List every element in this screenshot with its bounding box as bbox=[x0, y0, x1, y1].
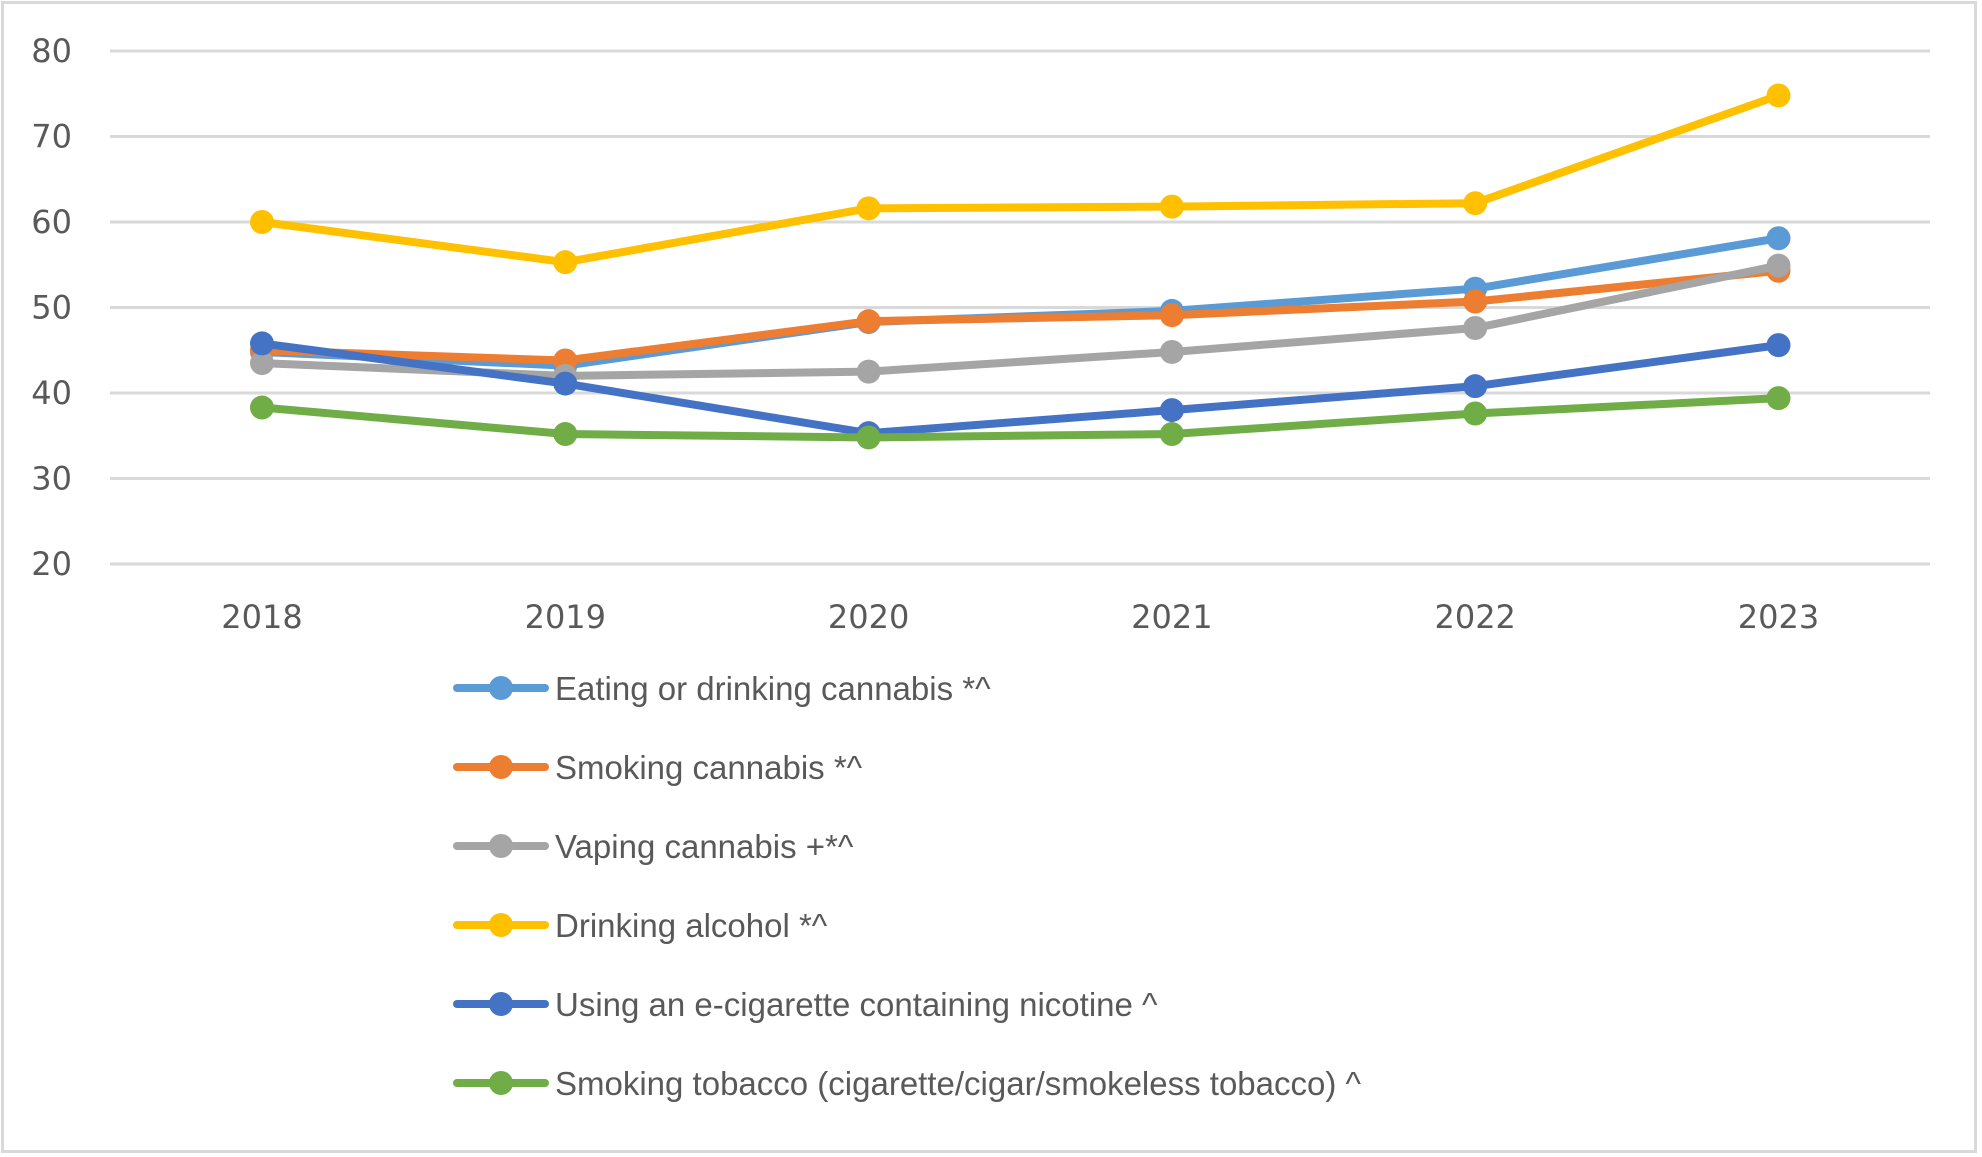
legend-item: Vaping cannabis +*^ bbox=[453, 828, 854, 865]
legend-item: Eating or drinking cannabis *^ bbox=[453, 670, 991, 707]
data-point bbox=[250, 395, 274, 420]
data-point bbox=[1159, 398, 1184, 423]
data-point bbox=[1463, 374, 1488, 399]
data-point bbox=[1766, 83, 1791, 108]
y-tick-label: 80 bbox=[31, 32, 72, 70]
legend-label: Drinking alcohol *^ bbox=[555, 907, 828, 944]
y-tick-label: 60 bbox=[31, 203, 72, 241]
data-point bbox=[1463, 401, 1488, 426]
x-tick-label: 2023 bbox=[1738, 598, 1819, 636]
legend-swatch-marker bbox=[489, 992, 513, 1016]
y-tick-label: 70 bbox=[31, 118, 72, 156]
data-point bbox=[1159, 303, 1184, 328]
data-point bbox=[1766, 226, 1791, 251]
data-point bbox=[1159, 194, 1184, 219]
data-point bbox=[250, 331, 274, 356]
legend-swatch-marker bbox=[489, 1071, 513, 1095]
data-point bbox=[1463, 316, 1488, 341]
data-point bbox=[1766, 333, 1791, 358]
series-line bbox=[258, 234, 1783, 370]
y-tick-label: 40 bbox=[31, 374, 72, 412]
y-axis-tick-labels: 20 30 40 50 60 70 80 bbox=[31, 32, 72, 583]
legend-swatch-marker bbox=[489, 755, 513, 779]
series-layer bbox=[250, 83, 1791, 450]
x-tick-label: 2019 bbox=[525, 598, 606, 636]
x-tick-label: 2021 bbox=[1131, 598, 1212, 636]
legend-item: Smoking tobacco (cigarette/cigar/smokele… bbox=[453, 1065, 1362, 1102]
data-point bbox=[553, 422, 578, 447]
series-5 bbox=[250, 386, 1791, 450]
y-tick-label: 30 bbox=[31, 460, 72, 498]
data-point bbox=[553, 250, 578, 275]
x-tick-label: 2022 bbox=[1434, 598, 1515, 636]
legend-label: Smoking tobacco (cigarette/cigar/smokele… bbox=[555, 1065, 1362, 1102]
data-point bbox=[250, 351, 274, 376]
data-point bbox=[1463, 191, 1488, 216]
x-tick-label: 2020 bbox=[828, 598, 909, 636]
legend-item: Smoking cannabis *^ bbox=[453, 749, 863, 786]
legend-swatch-marker bbox=[489, 913, 513, 937]
data-point bbox=[1766, 253, 1791, 278]
data-point bbox=[856, 196, 881, 221]
legend-item: Drinking alcohol *^ bbox=[453, 907, 828, 944]
data-point bbox=[856, 309, 881, 334]
series-line bbox=[258, 266, 1783, 365]
data-point bbox=[856, 425, 881, 450]
data-point bbox=[1159, 422, 1184, 447]
series-line bbox=[258, 339, 1783, 438]
legend-label: Eating or drinking cannabis *^ bbox=[555, 670, 991, 707]
legend-label: Using an e-cigarette containing nicotine… bbox=[555, 986, 1158, 1023]
series-3 bbox=[250, 83, 1791, 275]
data-point bbox=[1766, 386, 1791, 411]
x-tick-label: 2018 bbox=[221, 598, 302, 636]
y-tick-label: 50 bbox=[31, 289, 72, 327]
series-line bbox=[258, 91, 1783, 267]
legend-swatch-marker bbox=[489, 676, 513, 700]
data-point bbox=[250, 210, 274, 234]
y-tick-label: 20 bbox=[31, 545, 72, 583]
legend: Eating or drinking cannabis *^ Smoking ca… bbox=[453, 670, 1362, 1102]
x-axis-tick-labels: 2018 2019 2020 2021 2022 2023 bbox=[221, 598, 1819, 636]
data-point bbox=[1159, 339, 1184, 364]
series-line bbox=[258, 394, 1783, 442]
data-point bbox=[856, 359, 881, 384]
legend-label: Smoking cannabis *^ bbox=[555, 749, 863, 786]
legend-swatch-marker bbox=[489, 834, 513, 858]
data-point bbox=[553, 371, 578, 396]
gridlines bbox=[110, 49, 1930, 566]
legend-item: Using an e-cigarette containing nicotine… bbox=[453, 986, 1158, 1023]
data-point bbox=[1463, 289, 1488, 314]
legend-label: Vaping cannabis +*^ bbox=[555, 828, 854, 865]
